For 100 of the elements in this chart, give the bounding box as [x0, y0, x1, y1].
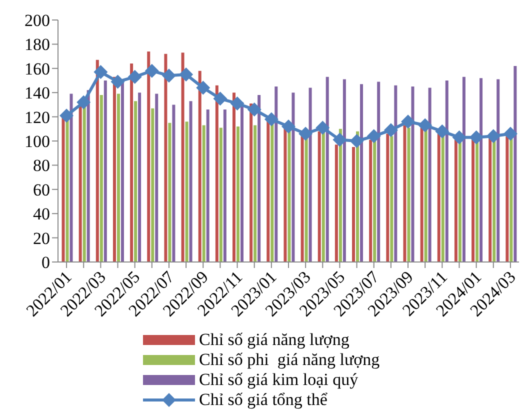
bar [292, 92, 295, 262]
bar [318, 131, 321, 262]
bar [441, 136, 444, 262]
bar [492, 140, 496, 262]
bar [445, 80, 448, 262]
point [332, 132, 347, 147]
bar [223, 110, 226, 262]
bar [407, 128, 410, 262]
bar [322, 132, 325, 262]
y-tick-label: 200 [24, 11, 50, 30]
bar [338, 128, 342, 262]
point [110, 74, 125, 89]
bar [377, 82, 380, 262]
bar [472, 140, 475, 262]
bar [120, 80, 124, 262]
bar [62, 116, 65, 262]
bar [86, 90, 90, 262]
y-tick-label: 160 [24, 59, 50, 78]
bar [488, 137, 492, 262]
point [264, 112, 278, 126]
point [435, 124, 450, 138]
bar [206, 110, 210, 262]
bar [386, 134, 390, 262]
bar [147, 51, 150, 262]
bar [138, 92, 142, 262]
point [282, 119, 296, 134]
bar [284, 128, 287, 262]
bar [352, 147, 356, 262]
y-tick-label: 180 [24, 35, 50, 54]
bar [112, 76, 116, 262]
bar [411, 86, 414, 262]
bar [198, 70, 202, 262]
bar [254, 125, 257, 262]
point [366, 129, 381, 144]
bar [236, 126, 240, 262]
y-tick-label: 20 [33, 228, 50, 248]
y-tick-label: 40 [33, 204, 50, 224]
bar [116, 94, 120, 262]
bar [462, 76, 466, 262]
bar [270, 124, 274, 262]
y-tick-label: 100 [24, 132, 50, 152]
bar [82, 107, 86, 262]
y-tick-label: 140 [24, 84, 50, 103]
bar [274, 86, 278, 262]
bar [164, 54, 168, 262]
bar [437, 134, 440, 262]
point [213, 92, 228, 106]
bar [266, 119, 270, 262]
bar [420, 128, 424, 262]
bar [185, 122, 188, 262]
bar [70, 94, 73, 262]
bar [130, 64, 134, 262]
point [128, 70, 142, 84]
point [162, 68, 176, 83]
bar [480, 78, 483, 262]
bar [424, 128, 428, 262]
y-tick-label: 80 [33, 156, 50, 176]
point [401, 114, 416, 129]
point [486, 129, 500, 144]
bar [369, 140, 372, 262]
bar [326, 76, 329, 262]
bar [300, 136, 304, 262]
bar [168, 122, 172, 262]
bar [514, 66, 517, 262]
bar [219, 128, 222, 262]
y-tick-label: 60 [33, 180, 50, 200]
legend-label: Chỉ số phi giá năng lượng [199, 350, 380, 370]
bar [390, 136, 394, 262]
bar [202, 125, 206, 262]
bar [215, 85, 218, 262]
bar [258, 95, 261, 262]
bar [134, 101, 138, 262]
point [179, 67, 194, 82]
bar [510, 137, 513, 262]
point [469, 130, 484, 144]
point [144, 64, 159, 78]
point [76, 95, 91, 110]
point [196, 80, 210, 95]
bar [288, 131, 291, 262]
legend-label: Chỉ số giá năng lượng [199, 330, 350, 350]
point [418, 118, 432, 132]
bar [250, 103, 253, 262]
bar [232, 92, 236, 262]
bar [334, 144, 338, 262]
bar [373, 140, 376, 262]
point [452, 130, 466, 144]
point [350, 134, 364, 148]
point [60, 108, 74, 123]
bar [104, 80, 107, 262]
y-tick-label: 0 [42, 253, 50, 272]
bar [181, 52, 184, 262]
point [298, 126, 313, 141]
legend-label: Chỉ số giá tổng thể [199, 390, 328, 410]
bar [356, 131, 360, 262]
bar [304, 137, 308, 262]
point [384, 123, 398, 138]
bar [506, 136, 509, 262]
point [247, 102, 262, 117]
point [94, 65, 108, 80]
bar [428, 88, 432, 262]
